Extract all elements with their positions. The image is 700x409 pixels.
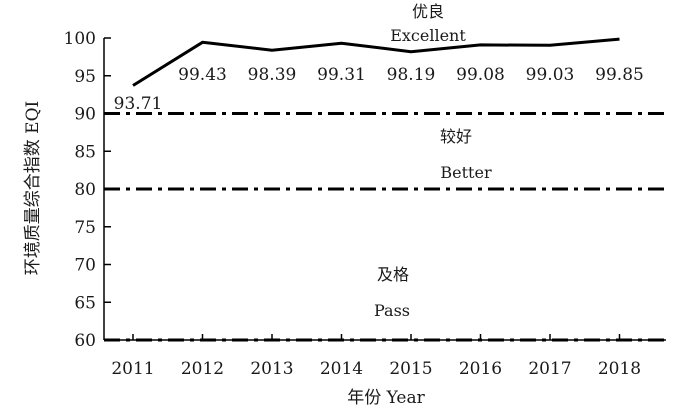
data-label: 98.19 — [387, 65, 436, 85]
y-tick-label: 70 — [74, 256, 96, 276]
y-tick-label: 80 — [74, 180, 96, 200]
x-tick-label: 2011 — [111, 359, 154, 379]
zone-label-excellent-zh: 优良 — [412, 2, 444, 21]
y-tick-label: 100 — [64, 29, 96, 49]
x-tick-label: 2012 — [181, 359, 224, 379]
y-tick-label: 75 — [74, 218, 96, 238]
y-tick-label: 95 — [74, 67, 96, 87]
x-tick-label: 2015 — [389, 359, 432, 379]
data-label: 98.39 — [248, 65, 297, 85]
data-label: 99.85 — [595, 65, 644, 85]
zone-label-pass-en: Pass — [374, 301, 410, 320]
y-tick-label: 60 — [74, 331, 96, 351]
x-tick-label: 2013 — [250, 359, 293, 379]
data-label: 99.08 — [456, 65, 505, 85]
data-label: 99.43 — [178, 65, 227, 85]
x-ticks: 2011 2012 2013 2014 2015 2016 2017 2018 — [111, 334, 641, 379]
y-ticks: 60 65 70 75 80 85 90 95 100 — [64, 29, 111, 351]
x-tick-label: 2017 — [528, 359, 571, 379]
data-label: 99.31 — [317, 65, 366, 85]
data-label: 99.03 — [526, 65, 575, 85]
zone-label-better-zh: 较好 — [440, 127, 472, 146]
series-line-eqi — [132, 37, 620, 87]
y-axis-label: 环境质量综合指数 EQI — [23, 101, 43, 275]
y-tick-label: 90 — [74, 105, 96, 125]
zone-label-pass-zh: 及格 — [377, 265, 409, 284]
y-tick-label: 65 — [74, 293, 96, 313]
data-label: 93.71 — [114, 94, 163, 114]
x-tick-label: 2014 — [320, 359, 363, 379]
zone-label-excellent-en: Excellent — [390, 26, 466, 45]
zone-label-better-en: Better — [440, 163, 492, 182]
data-labels: 93.71 99.43 98.39 99.31 98.19 99.08 99.03 99.85 — [114, 65, 644, 114]
x-axis-label: 年份 Year — [347, 388, 425, 408]
x-tick-label: 2016 — [459, 359, 502, 379]
y-tick-label: 85 — [74, 142, 96, 162]
x-tick-label: 2018 — [598, 359, 641, 379]
